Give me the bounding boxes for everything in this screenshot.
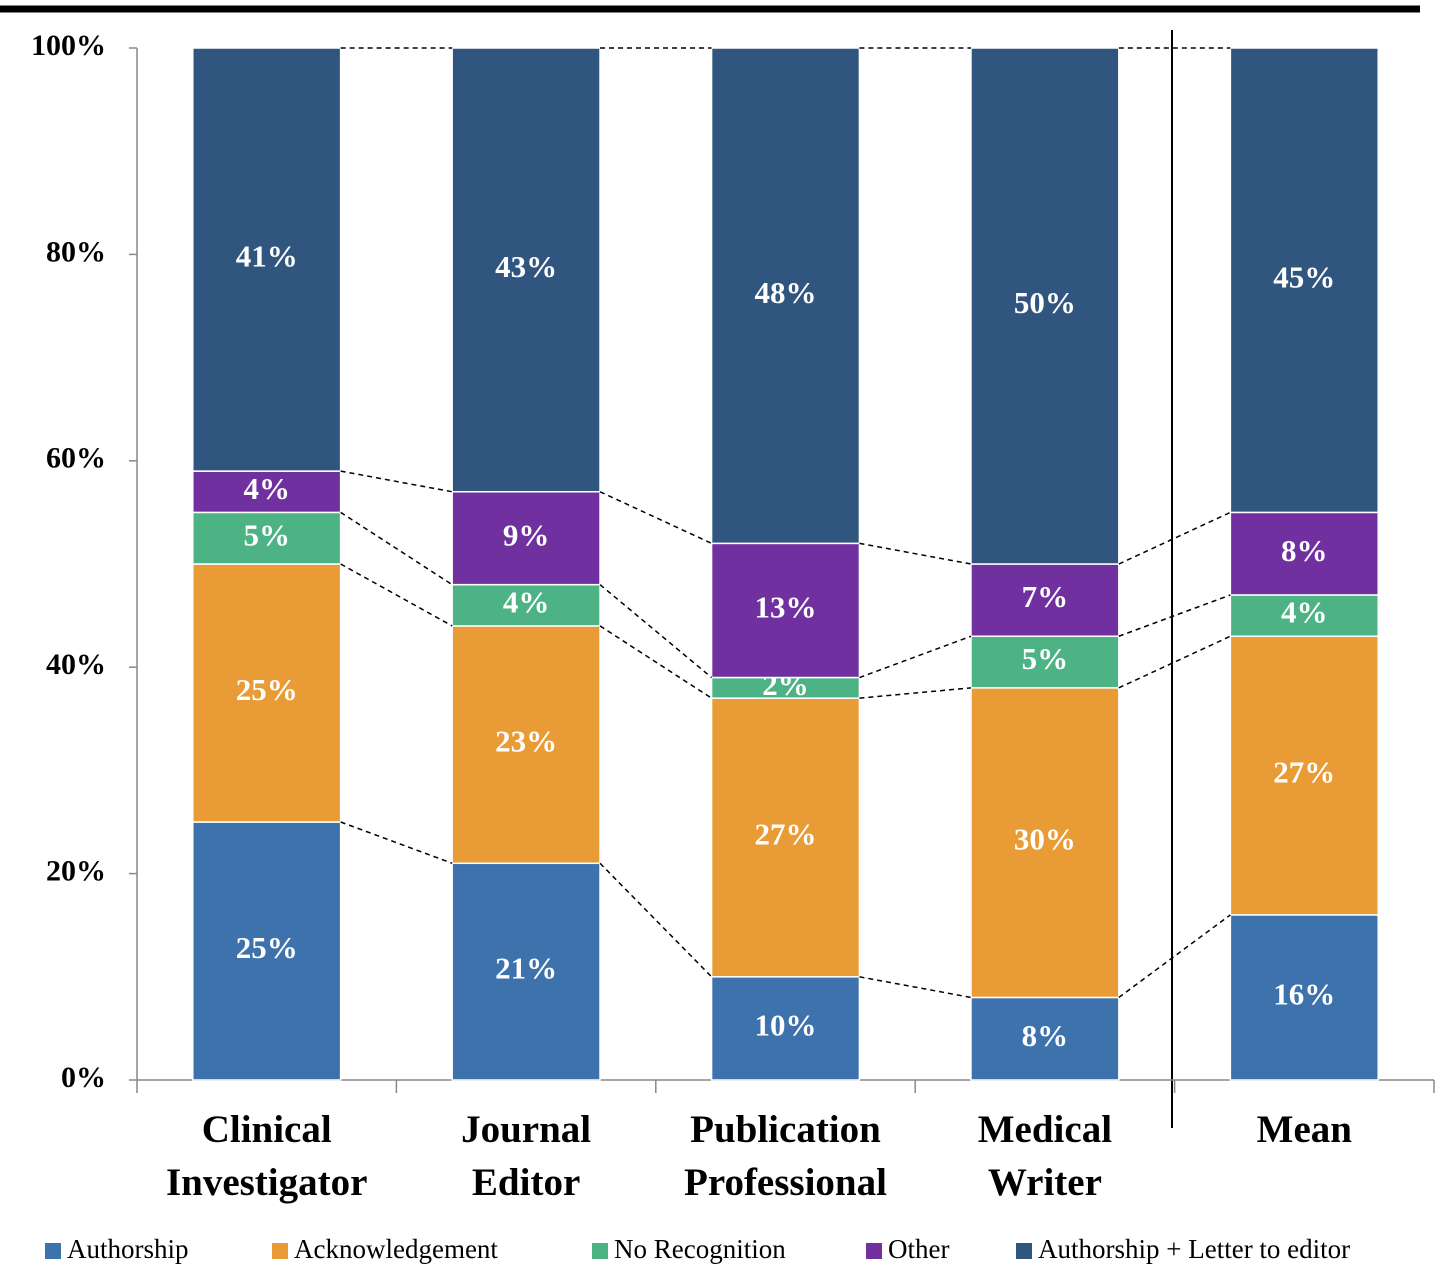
- bar-segment: [192, 511, 342, 565]
- legend-swatch: [866, 1243, 882, 1259]
- legend-swatch: [45, 1243, 61, 1259]
- bar-segment: [192, 470, 342, 514]
- value-label: 27%: [755, 817, 817, 852]
- value-label: 43%: [495, 249, 557, 284]
- connector: [859, 635, 972, 679]
- connector: [599, 625, 712, 699]
- bar-segment: [451, 625, 601, 865]
- value-label: 48%: [755, 275, 817, 310]
- value-label: 45%: [1273, 259, 1335, 294]
- connector: [599, 584, 713, 679]
- bar-segment: [710, 976, 861, 1081]
- legend-swatch: [1016, 1243, 1032, 1259]
- x-tick-label: Clinical Investigator: [166, 1108, 367, 1204]
- value-label: 16%: [1273, 977, 1335, 1012]
- x-tick-label: Medical Writer: [978, 1108, 1112, 1204]
- connector: [1118, 635, 1231, 689]
- y-tick-label: 0%: [61, 1061, 106, 1094]
- bar-segment: [451, 862, 601, 1081]
- bar-segment: [710, 697, 861, 978]
- connector: [859, 976, 972, 999]
- value-label: 13%: [755, 590, 817, 625]
- legend-label: Authorship: [67, 1234, 189, 1264]
- bar-segment: [710, 47, 861, 545]
- bar-segment: [970, 47, 1120, 565]
- connector: [340, 563, 453, 627]
- bar-segment: [192, 821, 342, 1081]
- legend-item: Acknowledgement: [272, 1234, 498, 1264]
- bar-segment: [1229, 511, 1379, 596]
- connector: [340, 821, 453, 864]
- bar-segment: [451, 491, 601, 586]
- legend-item: Authorship: [45, 1234, 189, 1264]
- connector: [1118, 511, 1231, 565]
- connector: [859, 687, 972, 699]
- value-label: 23%: [495, 724, 557, 759]
- value-label: 30%: [1014, 822, 1076, 857]
- bar-segment: [1229, 594, 1379, 637]
- legend-item: Other: [866, 1234, 949, 1264]
- legend-label: Acknowledgement: [294, 1234, 498, 1264]
- bar-segment: [1229, 635, 1379, 916]
- connector: [340, 511, 453, 586]
- value-label: 5%: [243, 517, 290, 552]
- bar-segment: [1229, 47, 1379, 514]
- bar-segment: [970, 687, 1120, 999]
- legend-label: No Recognition: [614, 1234, 786, 1264]
- legend-item: Authorship + Letter to editor: [1016, 1234, 1350, 1264]
- y-tick-label: 60%: [46, 442, 106, 475]
- bar-segment: [970, 996, 1120, 1081]
- y-tick-label: 40%: [46, 648, 106, 681]
- value-label: 9%: [503, 517, 550, 552]
- bar-segment: [970, 563, 1120, 637]
- legend-label: Other: [888, 1234, 949, 1264]
- value-label: 21%: [495, 951, 557, 986]
- bar-segment: [710, 542, 861, 679]
- value-label: 25%: [236, 672, 298, 707]
- value-label: 25%: [236, 930, 298, 965]
- bar-segment: [192, 47, 342, 472]
- value-label: 5%: [1022, 641, 1069, 676]
- legend-item: No Recognition: [592, 1234, 786, 1264]
- x-tick-label: Publication Professional: [684, 1108, 887, 1204]
- legend-swatch: [272, 1243, 288, 1259]
- connector: [599, 491, 712, 545]
- value-label: 27%: [1273, 755, 1335, 790]
- connector: [1118, 914, 1231, 999]
- value-label: 7%: [1022, 579, 1069, 614]
- value-label: 8%: [1022, 1018, 1069, 1053]
- y-tick-label: 80%: [46, 235, 106, 268]
- connector: [859, 542, 972, 565]
- bar-segment: [970, 635, 1120, 689]
- x-tick-label: Journal Editor: [461, 1108, 591, 1204]
- bar-segment: [192, 563, 342, 823]
- value-label: 8%: [1281, 533, 1328, 568]
- bar-segment: [451, 583, 601, 627]
- value-label: 41%: [236, 239, 298, 274]
- value-label: 4%: [243, 471, 290, 506]
- value-label: 10%: [755, 1008, 817, 1043]
- value-label: 4%: [1281, 595, 1328, 630]
- x-tick-label: Mean: [1257, 1108, 1353, 1151]
- legend-swatch: [592, 1243, 608, 1259]
- value-label: 50%: [1014, 285, 1076, 320]
- legend-label: Authorship + Letter to editor: [1038, 1234, 1350, 1264]
- bar-segment: [1229, 914, 1379, 1081]
- connector: [1118, 594, 1231, 637]
- connector: [599, 862, 713, 978]
- y-tick-label: 20%: [46, 854, 106, 887]
- connector: [340, 470, 453, 493]
- value-label: 4%: [503, 584, 550, 619]
- bar-segment: [451, 47, 601, 493]
- y-tick-label: 100%: [31, 29, 106, 62]
